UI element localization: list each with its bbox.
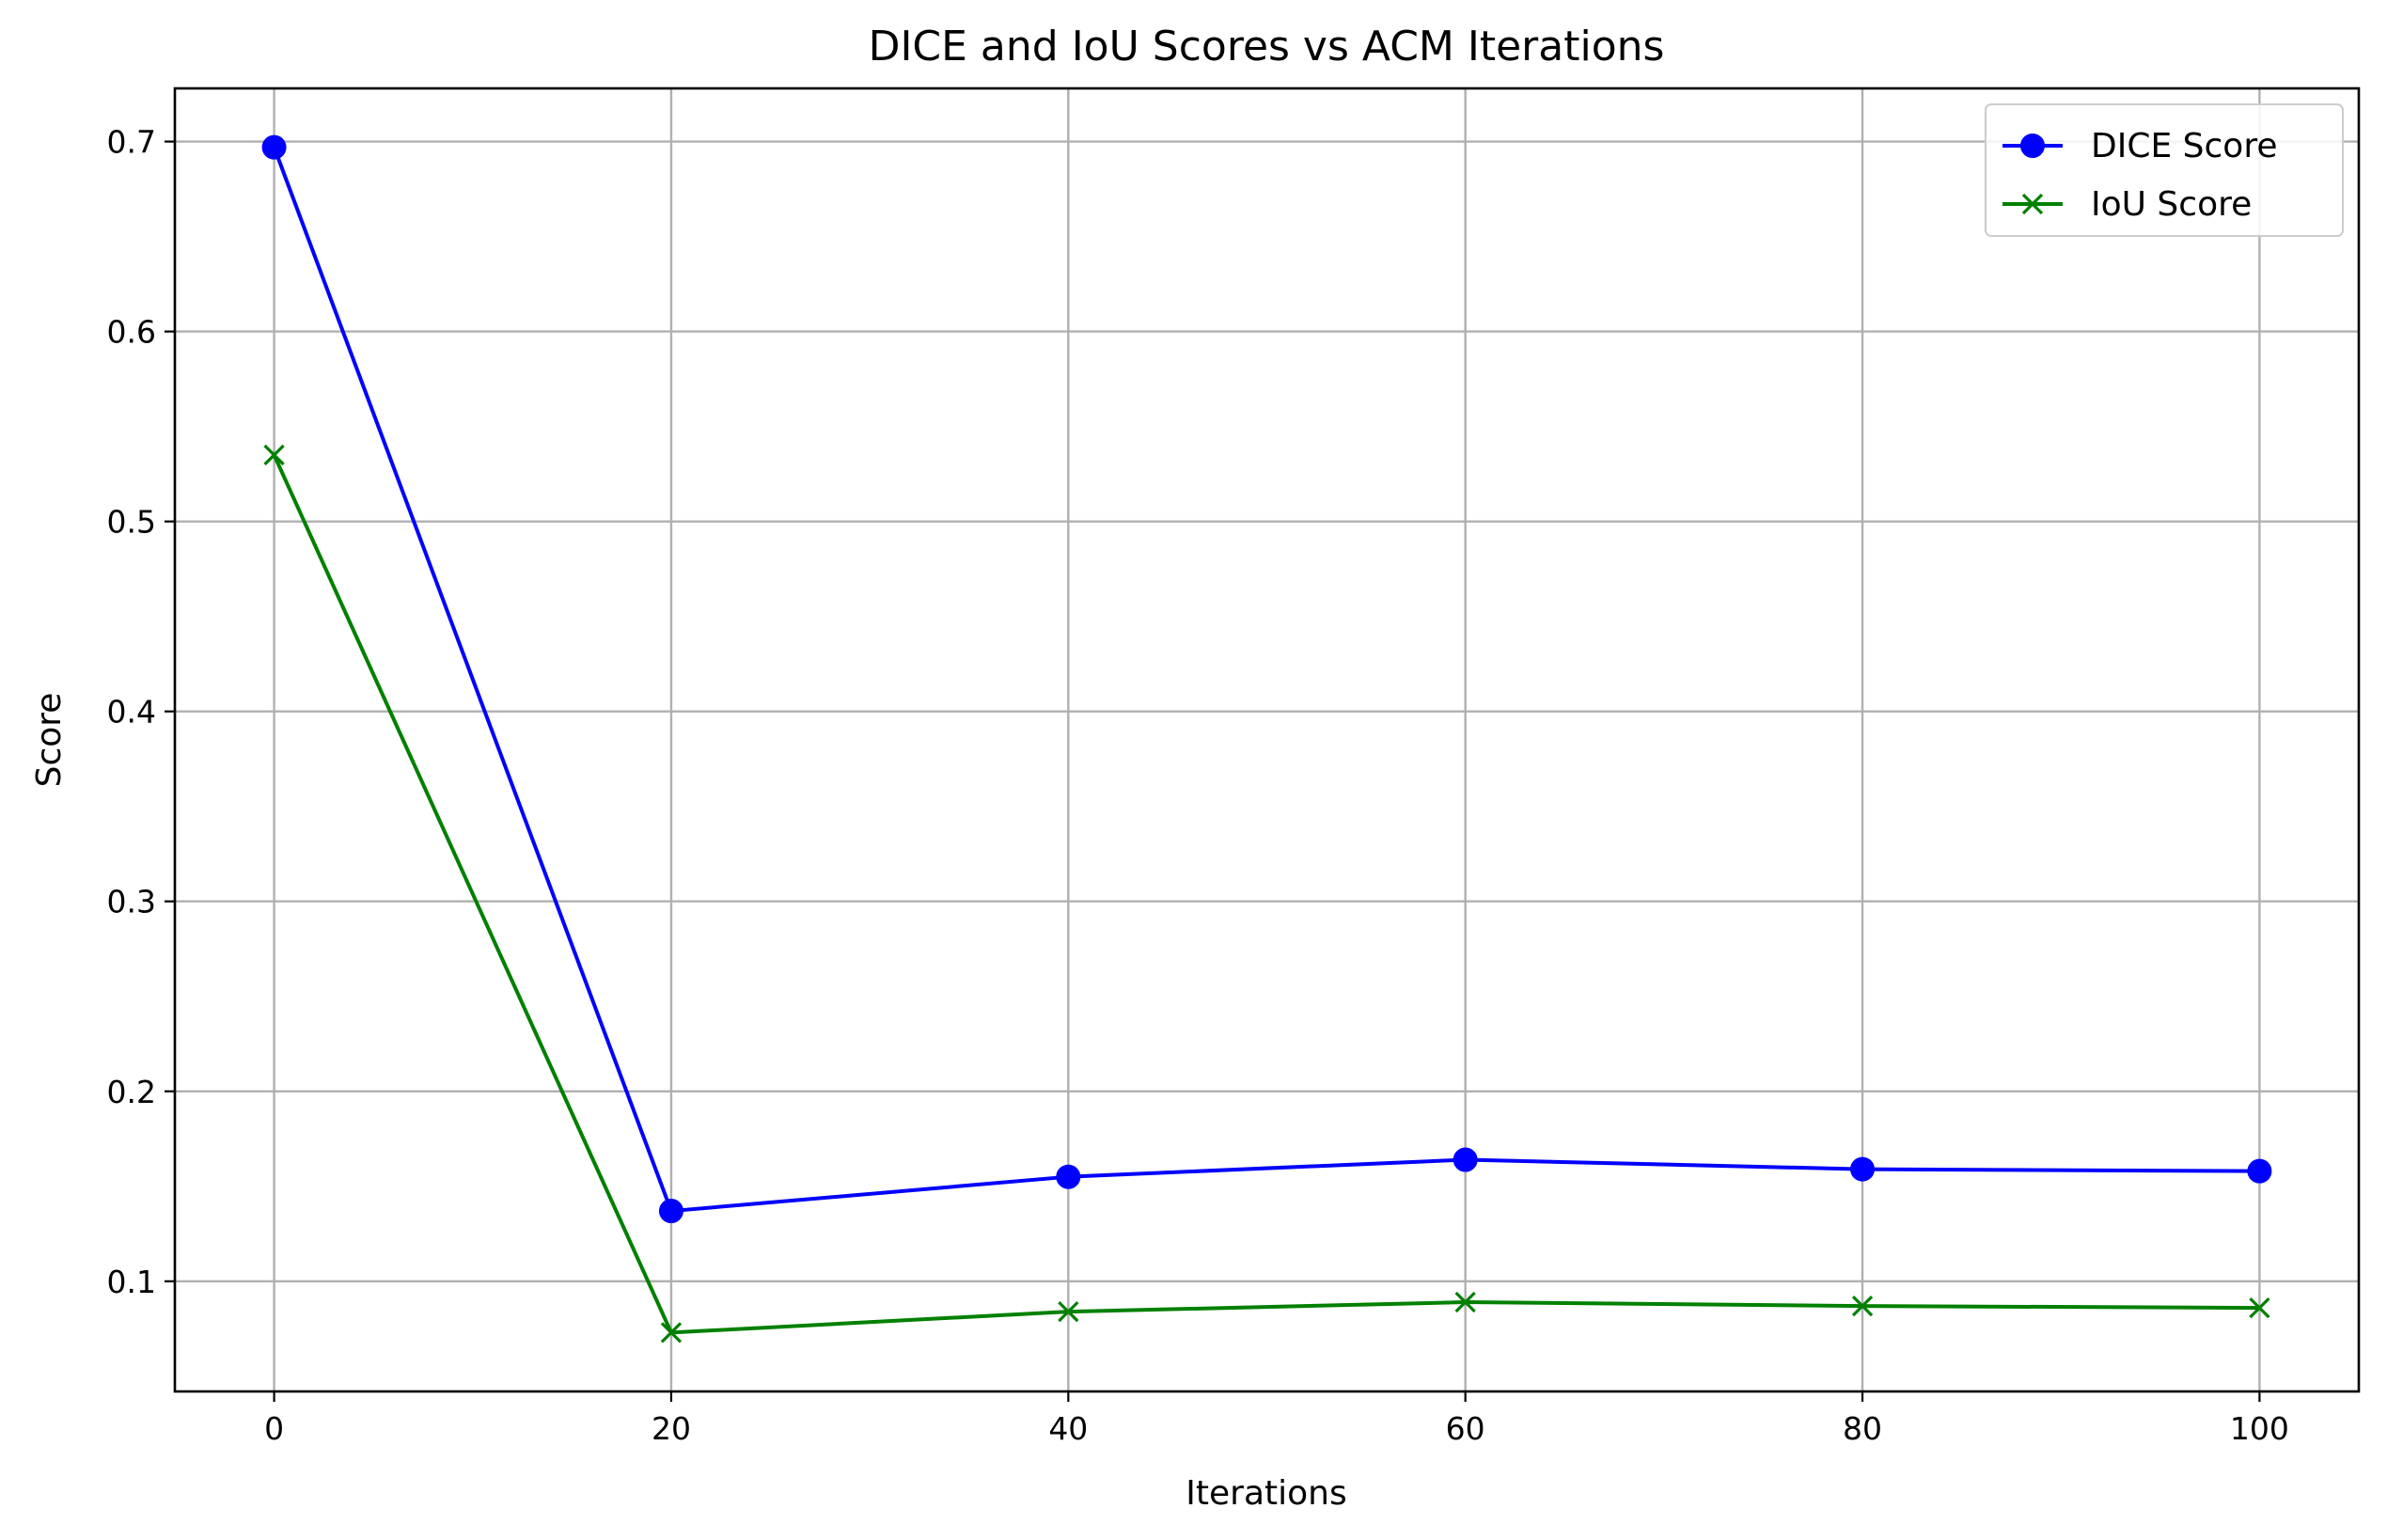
y-tick-label: 0.6 [107, 314, 156, 351]
y-tick-label: 0.5 [107, 504, 156, 541]
legend: DICE Score IoU Score [1985, 103, 2344, 237]
dice-score-point [1453, 1147, 1478, 1172]
y-tick-label: 0.7 [107, 124, 156, 161]
legend-dice-score-marker [2020, 134, 2045, 158]
dice-score-point [261, 134, 287, 160]
dice-score-point [658, 1199, 683, 1224]
x-tick-label: 80 [1843, 1410, 1882, 1447]
iou-score-point [263, 444, 285, 466]
chart-title: DICE and IoU Scores vs ACM Iterations [869, 23, 1665, 71]
x-axis-label: Iterations [1186, 1474, 1346, 1513]
iou-score-point [1454, 1291, 1476, 1313]
plot-frame [173, 86, 2361, 1393]
series-layer [261, 134, 2272, 1344]
ticks: 0 20 40 60 80 100 0.1 0.2 0.3 0.4 0.5 0.6 0.7 [107, 124, 2289, 1447]
legend-iou-score-marker [2021, 193, 2044, 215]
iou-score-point [1851, 1295, 1874, 1317]
iou-score-point [2249, 1296, 2270, 1319]
x-tick-label: 20 [652, 1410, 691, 1447]
iou-score-line [272, 454, 2260, 1335]
x-tick-label: 100 [2230, 1410, 2289, 1447]
y-tick-label: 0.1 [107, 1264, 156, 1300]
dice-score-line [272, 146, 2260, 1214]
y-tick-label: 0.3 [107, 884, 156, 920]
legend-box [1985, 103, 2344, 237]
y-axis-label: Score [30, 693, 69, 788]
y-tick-label: 0.4 [107, 694, 156, 731]
legend-dice-score-label: DICE Score [2091, 127, 2278, 165]
legend-iou-score-label: IoU Score [2091, 185, 2252, 224]
y-tick-label: 0.2 [107, 1074, 156, 1110]
x-tick-label: 0 [264, 1410, 284, 1447]
x-tick-label: 60 [1446, 1410, 1485, 1447]
grid [175, 88, 2359, 1391]
iou-score-point [660, 1322, 683, 1344]
x-tick-label: 40 [1048, 1410, 1088, 1447]
dice-score-point [1056, 1164, 1081, 1189]
dice-score-point [1850, 1156, 1876, 1182]
dice-score-point [2247, 1158, 2272, 1184]
iou-score-point [1058, 1301, 1079, 1323]
